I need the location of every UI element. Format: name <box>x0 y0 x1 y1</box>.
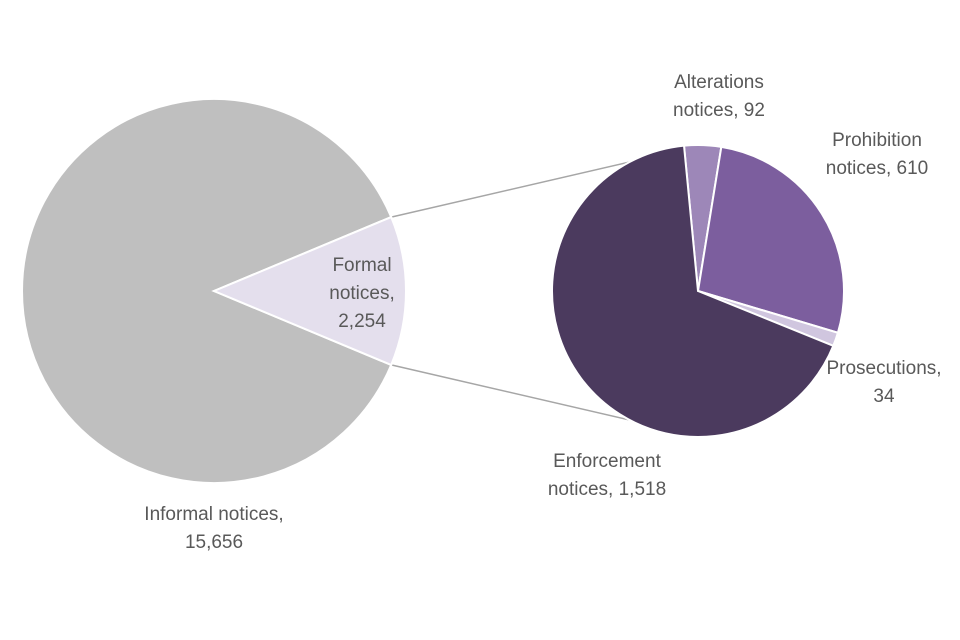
main-slice-formal-notices <box>211 215 408 367</box>
label-line: Alterations <box>674 72 764 93</box>
label-prohibition-notices: Prohibition notices, 610 <box>826 130 928 179</box>
connector-lower <box>391 364 665 429</box>
label-line: Enforcement <box>553 451 661 472</box>
main-pie <box>21 98 408 484</box>
label-informal-notices: Informal notices, 15,656 <box>144 504 283 553</box>
label-line: 2,254 <box>338 311 386 332</box>
label-line: notices, 92 <box>673 100 765 121</box>
main-slice-informal-notices <box>21 98 393 484</box>
label-line: notices, 1,518 <box>548 479 666 500</box>
label-line: Informal notices, <box>144 504 283 525</box>
label-line: 34 <box>873 386 895 407</box>
label-line: 15,656 <box>185 532 243 553</box>
data-labels: Informal notices, 15,656 Formal notices, 2,2… <box>144 72 941 553</box>
label-enforcement-notices: Enforcement notices, 1,518 <box>548 451 666 500</box>
breakdown-slice-enforcement-notices <box>551 144 835 438</box>
label-formal-notices: Formal notices, 2,254 <box>329 255 394 332</box>
label-line: Formal <box>332 255 391 276</box>
label-line: notices, <box>329 283 394 304</box>
label-prosecutions: Prosecutions, 34 <box>826 358 941 407</box>
label-line: notices, 610 <box>826 158 928 179</box>
connector-lines <box>391 153 665 429</box>
label-line: Prosecutions, <box>826 358 941 379</box>
connector-upper <box>391 153 665 218</box>
label-alterations-notices: Alterations notices, 92 <box>673 72 765 121</box>
breakdown-pie <box>551 144 845 438</box>
label-line: Prohibition <box>832 130 922 151</box>
breakdown-slice-prohibition-notices <box>696 145 845 335</box>
